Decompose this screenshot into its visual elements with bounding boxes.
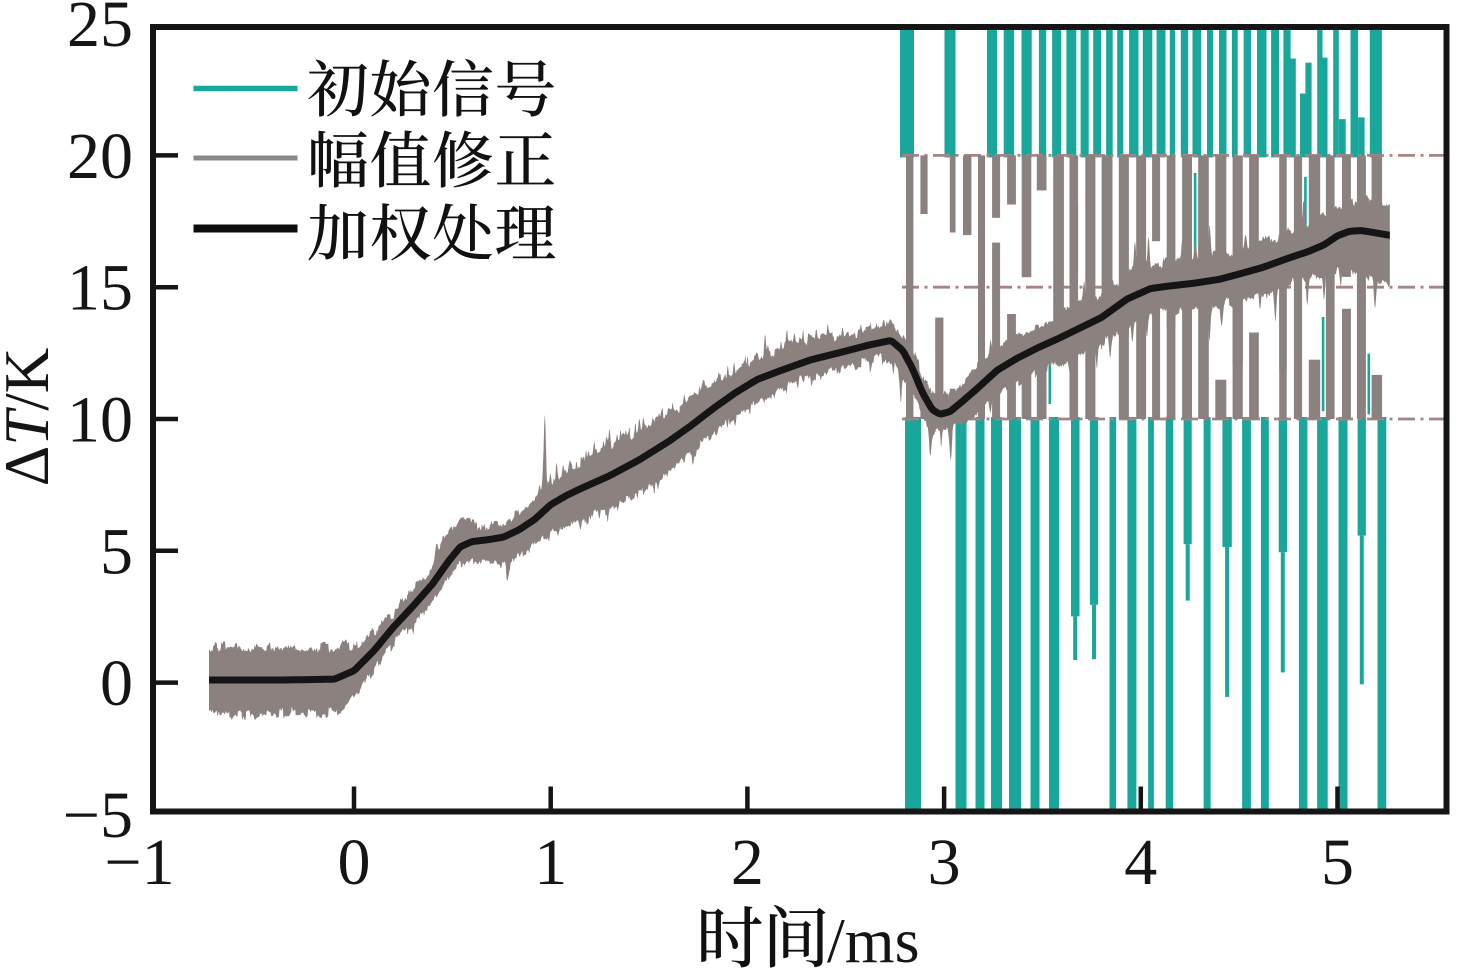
svg-text:20: 20 (67, 120, 133, 193)
svg-text:2: 2 (731, 826, 764, 899)
svg-text:ΔT/K: ΔT/K (0, 348, 62, 487)
svg-text:1: 1 (534, 826, 567, 899)
svg-text:4: 4 (1124, 826, 1157, 899)
svg-text:−5: −5 (63, 779, 133, 852)
svg-text:−1: −1 (104, 826, 174, 899)
svg-text:/ms: /ms (827, 905, 919, 976)
svg-text:0: 0 (338, 826, 371, 899)
svg-text:3: 3 (928, 826, 961, 899)
svg-text:10: 10 (67, 384, 133, 457)
svg-text:25: 25 (67, 0, 133, 61)
svg-text:5: 5 (100, 515, 133, 588)
svg-text:5: 5 (1321, 826, 1354, 899)
svg-text:0: 0 (100, 647, 133, 720)
svg-text:15: 15 (67, 252, 133, 325)
